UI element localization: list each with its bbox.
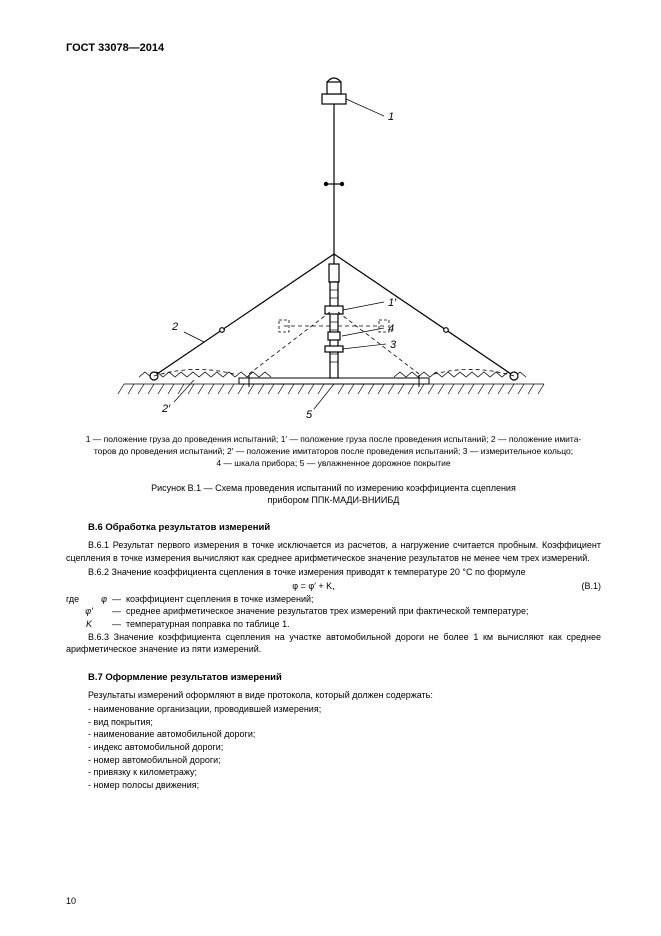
legend-line: 1 — положение груза до проведения испыта… — [70, 434, 597, 446]
svg-text:2′: 2′ — [161, 403, 171, 415]
para-b6-2: В.6.2 Значение коэффициента сцепления в … — [66, 566, 601, 579]
def-text: среднее арифметическое значение результа… — [126, 605, 601, 618]
page-number: 10 — [66, 896, 76, 906]
b7-intro: Результаты измерений оформляют в виде пр… — [66, 689, 601, 702]
svg-text:3: 3 — [390, 339, 397, 351]
formula-row: φ = φ′ + K, (В.1) — [66, 581, 601, 591]
svg-text:1′: 1′ — [388, 297, 397, 309]
section-b7-heading: В.7 Оформление результатов измерений — [66, 672, 601, 683]
apparatus-diagram: 1 1′ 4 3 2 2′ 5 — [84, 64, 584, 424]
list-item: - наименование автомобильной дороги; — [66, 728, 601, 741]
svg-text:1: 1 — [388, 111, 394, 123]
dash: — — [112, 605, 126, 618]
figure-legend: 1 — положение груза до проведения испыта… — [66, 434, 601, 470]
def-sym: K — [66, 618, 112, 631]
dash: — — [112, 593, 126, 606]
list-item: - номер полосы движения; — [66, 779, 601, 792]
para-b6-3: В.6.3 Значение коэффициента сцепления на… — [66, 631, 601, 656]
legend-line: 4 — шкала прибора; 5 — увлажненное дорож… — [70, 458, 597, 470]
doc-header: ГОСТ 33078—2014 — [66, 42, 601, 54]
def-text: температурная поправка по таблице 1. — [126, 618, 601, 631]
para-b6-1: В.6.1 Результат первого измерения в точк… — [66, 539, 601, 564]
list-item: - наименование организации, проводившей … — [66, 703, 601, 716]
list-item: - номер автомобильной дороги; — [66, 754, 601, 767]
section-b6-heading: В.6 Обработка результатов измерений — [66, 522, 601, 533]
legend-line: торов до проведения испытаний; 2′ — поло… — [70, 446, 597, 458]
svg-text:4: 4 — [388, 323, 394, 335]
where-intro: где — [66, 593, 96, 606]
caption-line: Рисунок В.1 — Схема проведения испытаний… — [66, 482, 601, 494]
figure-caption: Рисунок В.1 — Схема проведения испытаний… — [66, 482, 601, 506]
b7-list: - наименование организации, проводившей … — [66, 703, 601, 791]
def-sym: φ — [96, 593, 112, 606]
formula: φ = φ′ + K, — [66, 581, 561, 591]
para-b6-3-wrap: В.6.3 Значение коэффициента сцепления на… — [66, 631, 601, 656]
def-text: коэффициент сцепления в точке измерений; — [126, 593, 601, 606]
list-item: - привязку к километражу; — [66, 766, 601, 779]
section-b6-body: В.6.1 Результат первого измерения в точк… — [66, 539, 601, 579]
svg-text:2: 2 — [171, 321, 178, 333]
list-item: - индекс автомобильной дороги; — [66, 741, 601, 754]
figure-container: 1 1′ 4 3 2 2′ 5 — [66, 64, 601, 424]
dash: — — [112, 618, 126, 631]
section-b7-body: Результаты измерений оформляют в виде пр… — [66, 689, 601, 702]
def-sym: φ′ — [66, 605, 112, 618]
where-block: где φ — коэффициент сцепления в точке из… — [66, 593, 601, 631]
list-item: - вид покрытия; — [66, 716, 601, 729]
caption-line: прибором ППК-МАДИ-ВНИИБД — [66, 494, 601, 506]
svg-text:5: 5 — [306, 409, 313, 421]
formula-number: (В.1) — [561, 581, 601, 591]
